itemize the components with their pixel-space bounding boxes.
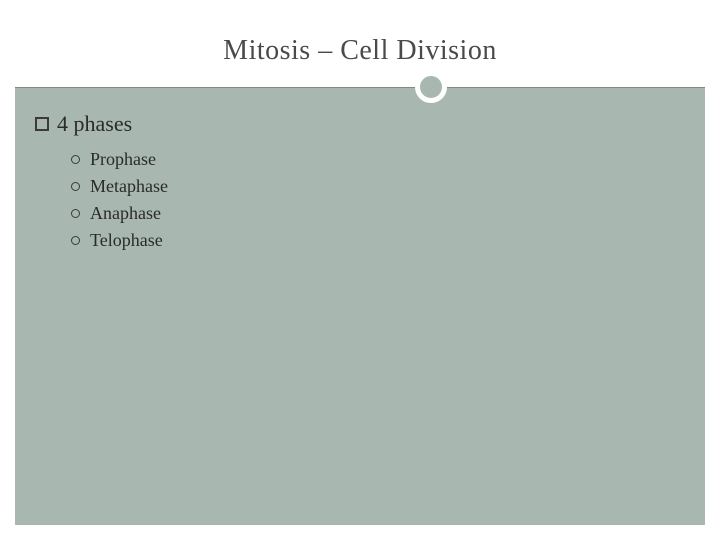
list-item-label: Telophase [90, 230, 163, 251]
divider-circle-icon [415, 71, 447, 103]
list-item-label: Anaphase [90, 203, 161, 224]
divider-line [15, 87, 705, 88]
content-area: 4 phases Prophase Metaphase Anaphase Te [15, 87, 705, 281]
list-item: Metaphase [71, 176, 685, 197]
slide-frame: Mitosis – Cell Division 4 phases Prophas… [15, 15, 705, 525]
circle-bullet-icon [71, 236, 80, 245]
circle-bullet-icon [71, 182, 80, 191]
heading-row: 4 phases [35, 111, 685, 137]
list-item-label: Metaphase [90, 176, 168, 197]
list-item: Anaphase [71, 203, 685, 224]
slide-container: Mitosis – Cell Division 4 phases Prophas… [0, 0, 720, 540]
circle-bullet-icon [71, 209, 80, 218]
slide-title: Mitosis – Cell Division [223, 35, 497, 67]
square-bullet-icon [35, 117, 49, 131]
list-item: Telophase [71, 230, 685, 251]
list-item: Prophase [71, 149, 685, 170]
list-item-label: Prophase [90, 149, 156, 170]
title-area: Mitosis – Cell Division [15, 15, 705, 87]
sub-list: Prophase Metaphase Anaphase Telophase [35, 149, 685, 251]
heading-text: 4 phases [57, 111, 132, 137]
circle-bullet-icon [71, 155, 80, 164]
